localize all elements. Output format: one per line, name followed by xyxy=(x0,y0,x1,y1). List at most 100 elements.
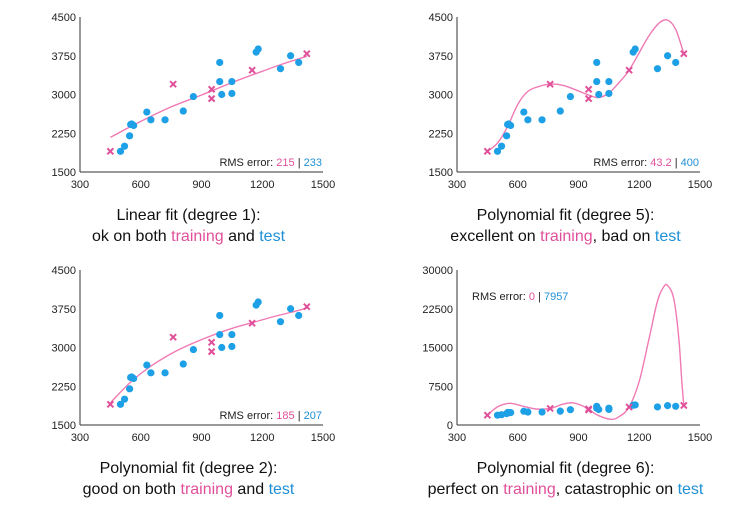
training-point-stroke xyxy=(106,147,115,156)
x-tick-label: 1200 xyxy=(250,432,274,444)
x-tick-label: 300 xyxy=(71,432,89,444)
rms-separator: | xyxy=(295,410,304,422)
caption-line1: Linear fit (degree 1): xyxy=(116,207,261,224)
chart-panel-degree5: 1500 2250 3000 3750 4500 300 600 900 1200 1500 RMS… xyxy=(377,0,754,253)
training-point xyxy=(207,85,216,94)
test-point xyxy=(672,58,680,67)
rms-test-value: 400 xyxy=(681,157,699,169)
test-point xyxy=(593,58,601,67)
training-point-stroke xyxy=(584,406,593,414)
test-point xyxy=(228,77,236,86)
caption-line1: Polynomial fit (degree 2): xyxy=(99,460,278,477)
test-point xyxy=(664,52,672,60)
test-point xyxy=(228,89,236,98)
caption-training: training xyxy=(171,228,224,245)
test-point xyxy=(653,65,662,73)
test-point xyxy=(538,408,546,416)
caption: Linear fit (degree 1): ok on both traini… xyxy=(0,205,377,247)
x-tick-label: 300 xyxy=(448,179,466,191)
test-point xyxy=(605,77,613,86)
test-point xyxy=(218,343,226,352)
y-tick-label: 4500 xyxy=(429,12,453,24)
training-point-stroke xyxy=(584,94,593,103)
caption-line1: Polynomial fit (degree 5): xyxy=(476,207,655,224)
training-point xyxy=(169,80,177,88)
test-point xyxy=(507,409,515,417)
caption-text: ok on both xyxy=(91,228,172,245)
x-tick-label: 900 xyxy=(192,179,210,191)
test-point xyxy=(497,142,506,150)
test-point xyxy=(566,406,574,414)
x-tick-label: 900 xyxy=(569,432,587,444)
training-point xyxy=(106,147,115,156)
y-tick-label: 0 xyxy=(447,420,453,432)
test-point xyxy=(130,374,138,383)
fit-curve xyxy=(486,283,685,421)
test-point xyxy=(161,369,169,377)
training-point xyxy=(584,406,593,414)
training-point xyxy=(303,49,311,58)
training-point xyxy=(106,400,115,409)
training-point xyxy=(546,404,554,413)
training-point-stroke xyxy=(680,401,688,410)
caption-training: training xyxy=(540,228,593,245)
training-point-stroke xyxy=(546,80,554,88)
training-point xyxy=(584,94,593,103)
y-tick-label: 1500 xyxy=(52,420,76,432)
chart-linear-svg: 1500 2250 3000 3750 4500 300 600 900 1200 1500 RMS… xyxy=(52,12,336,191)
test-point xyxy=(189,345,197,354)
x-tick-label: 300 xyxy=(71,179,89,191)
chart-degree6-svg: 0 7500 15000 22500 30000 300 600 900 1200 1500 RMS… xyxy=(422,265,712,444)
fit-curve xyxy=(486,18,685,152)
test-point xyxy=(147,116,155,124)
test-point xyxy=(147,369,155,377)
test-point xyxy=(161,116,169,124)
caption: Polynomial fit (degree 5): excellent on … xyxy=(377,205,754,247)
training-point-stroke xyxy=(303,302,311,311)
test-point xyxy=(179,107,187,115)
rms-label: RMS error: xyxy=(593,157,650,169)
test-point xyxy=(218,90,226,99)
test-point xyxy=(216,311,224,320)
test-point xyxy=(276,65,285,73)
test-point xyxy=(276,318,285,326)
rms-error-label: RMS error: 0 | 7957 xyxy=(472,291,568,303)
rms-label: RMS error: xyxy=(219,410,276,422)
test-point xyxy=(116,400,125,408)
training-point xyxy=(625,403,633,411)
rms-train-value: 215 xyxy=(276,157,294,169)
test-point xyxy=(605,89,613,98)
test-point xyxy=(595,90,603,99)
test-point xyxy=(287,305,295,313)
test-point xyxy=(653,403,662,411)
test-point xyxy=(664,402,672,410)
training-point xyxy=(483,411,492,419)
training-point xyxy=(169,333,177,341)
rms-separator: | xyxy=(672,157,681,169)
y-tick-label: 1500 xyxy=(52,167,76,179)
training-point xyxy=(207,347,216,356)
caption-test: test xyxy=(654,228,681,245)
test-point xyxy=(143,108,151,116)
training-point-stroke xyxy=(207,347,216,356)
fit-curve xyxy=(109,307,307,404)
x-tick-label: 1500 xyxy=(311,179,335,191)
test-point xyxy=(295,58,303,67)
training-point xyxy=(483,147,492,156)
test-point xyxy=(116,147,125,155)
y-tick-label: 22500 xyxy=(422,304,453,316)
x-tick-label: 600 xyxy=(509,432,527,444)
training-point-stroke xyxy=(169,333,177,341)
rms-test-value: 207 xyxy=(304,410,322,422)
chart-panel-degree2: 1500 2250 3000 3750 4500 300 600 900 1200 1500 RMS… xyxy=(0,253,377,506)
caption-line2: good on both training and test xyxy=(0,479,377,500)
caption-text: excellent on xyxy=(450,228,541,245)
chart-degree5-svg: 1500 2250 3000 3750 4500 300 600 900 1200 1500 RMS… xyxy=(429,12,713,191)
rms-train-value: 0 xyxy=(529,291,535,303)
training-point xyxy=(625,66,633,74)
test-point xyxy=(228,342,236,351)
y-tick-label: 1500 xyxy=(429,167,453,179)
rms-error-label: RMS error: 43.2 | 400 xyxy=(593,157,699,169)
y-tick-label: 15000 xyxy=(422,343,453,355)
test-point xyxy=(593,77,601,86)
